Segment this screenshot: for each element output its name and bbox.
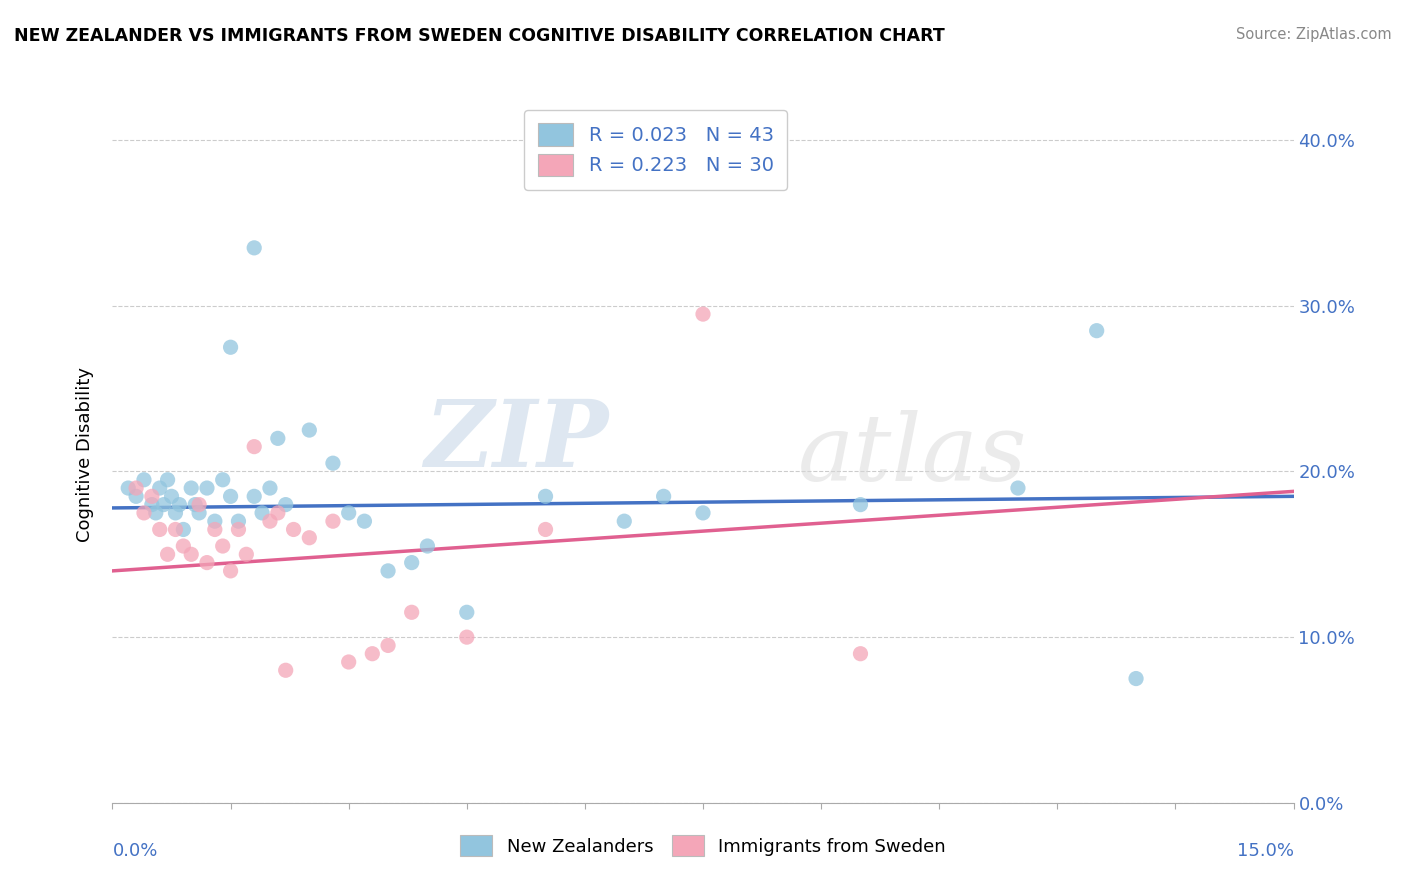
Text: 15.0%: 15.0% [1236,842,1294,860]
Point [1085,324,1108,338]
Point [125,489,148,503]
Point [165,506,187,520]
Point [259,514,281,528]
Point [283,523,305,537]
Point [337,655,360,669]
Point [377,639,399,653]
Point [298,423,321,437]
Point [250,506,273,520]
Y-axis label: Cognitive Disability: Cognitive Disability [76,368,94,542]
Point [243,489,266,503]
Point [145,506,167,520]
Point [274,498,297,512]
Point [156,547,179,561]
Text: 0.0%: 0.0% [112,842,157,860]
Point [219,489,242,503]
Point [141,489,163,503]
Point [204,523,226,537]
Point [259,481,281,495]
Text: NEW ZEALANDER VS IMMIGRANTS FROM SWEDEN COGNITIVE DISABILITY CORRELATION CHART: NEW ZEALANDER VS IMMIGRANTS FROM SWEDEN … [14,27,945,45]
Point [180,547,202,561]
Point [401,556,423,570]
Point [613,514,636,528]
Text: ZIP: ZIP [425,396,609,486]
Point [184,498,207,512]
Point [456,605,478,619]
Point [156,473,179,487]
Point [149,481,172,495]
Point [219,564,242,578]
Point [211,473,233,487]
Point [132,473,155,487]
Point [337,506,360,520]
Point [180,481,202,495]
Point [849,498,872,512]
Point [160,489,183,503]
Point [169,498,191,512]
Point [243,241,266,255]
Point [149,523,172,537]
Point [188,506,211,520]
Point [235,547,257,561]
Text: atlas: atlas [797,410,1026,500]
Point [652,489,675,503]
Point [322,456,344,470]
Point [353,514,375,528]
Point [125,481,148,495]
Point [228,514,250,528]
Point [377,564,399,578]
Point [165,523,187,537]
Point [267,431,290,445]
Point [172,523,194,537]
Point [132,506,155,520]
Point [141,498,163,512]
Point [219,340,242,354]
Point [361,647,384,661]
Point [195,556,218,570]
Point [692,506,714,520]
Point [267,506,290,520]
Point [1007,481,1029,495]
Point [401,605,423,619]
Point [534,489,557,503]
Point [211,539,233,553]
Legend: New Zealanders, Immigrants from Sweden: New Zealanders, Immigrants from Sweden [453,828,953,863]
Point [243,440,266,454]
Point [274,663,297,677]
Point [152,498,174,512]
Point [692,307,714,321]
Point [322,514,344,528]
Point [117,481,139,495]
Point [849,647,872,661]
Point [228,523,250,537]
Point [204,514,226,528]
Point [456,630,478,644]
Point [195,481,218,495]
Point [534,523,557,537]
Point [416,539,439,553]
Text: Source: ZipAtlas.com: Source: ZipAtlas.com [1236,27,1392,42]
Point [1125,672,1147,686]
Point [188,498,211,512]
Point [172,539,194,553]
Point [298,531,321,545]
